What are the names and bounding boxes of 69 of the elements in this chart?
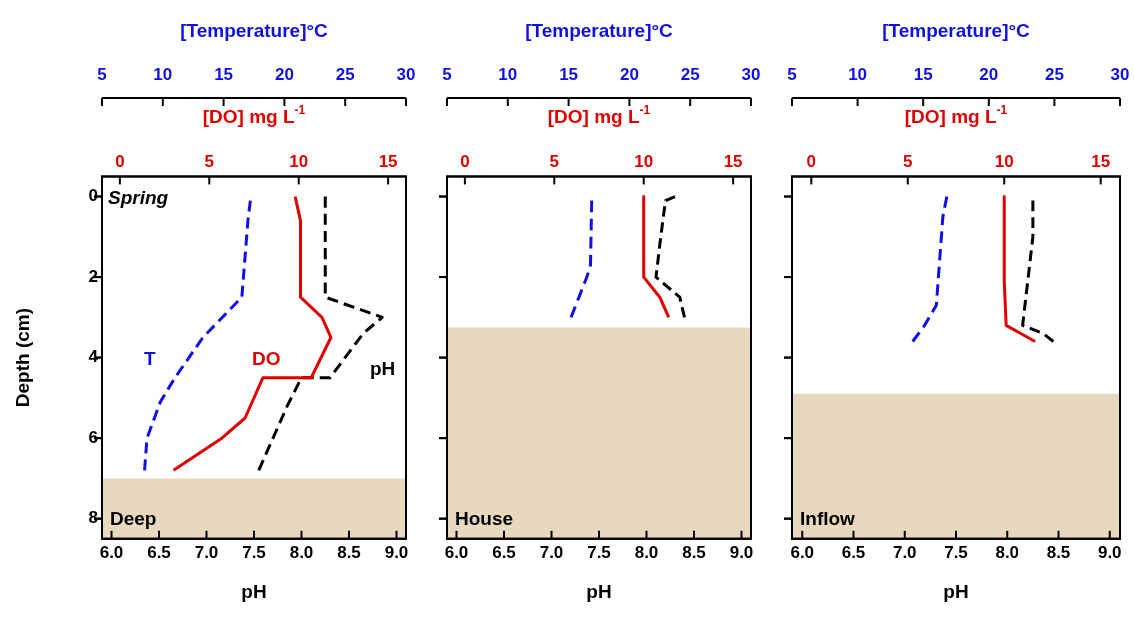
x2-tick-label: 15 (1091, 151, 1111, 171)
x-tick-label: 25 (1044, 65, 1064, 85)
x-tick-label: 8.0 (995, 542, 1020, 562)
x-tick-label: 20 (274, 65, 294, 85)
band-label: Deep (110, 507, 157, 529)
band-label: Inflow (800, 507, 856, 529)
x-tick-label: 6.0 (99, 542, 124, 562)
x-tick-label: 20 (619, 65, 639, 85)
x-axis-title: [Temperature]°C (882, 19, 1031, 41)
x-tick-label: 10 (498, 65, 518, 85)
x2-tick-label: 0 (460, 151, 470, 171)
x-tick-label: 6.0 (444, 542, 469, 562)
x-tick-label: 25 (335, 65, 355, 85)
x-axis-title: [Temperature]°C (180, 19, 329, 41)
x-tick-label: 15 (913, 65, 933, 85)
x-tick-label: 10 (153, 65, 173, 85)
x2-tick-label: 5 (549, 151, 560, 171)
x-tick-label: 7.5 (587, 542, 611, 562)
x2-tick-label: 10 (634, 151, 654, 171)
x-tick-label: 8.5 (1046, 542, 1071, 562)
annotation: Spring (108, 186, 169, 208)
x-tick-label: 25 (680, 65, 700, 85)
x-tick-label: 15 (559, 65, 579, 85)
x2-tick-label: 5 (204, 151, 215, 171)
x-tick-label: 8.0 (289, 542, 314, 562)
y-tick-label: 0 (88, 186, 98, 206)
x2-tick-label: 5 (903, 151, 913, 171)
x-tick-label: 6.5 (841, 542, 866, 562)
y-tick-label: 8 (88, 508, 98, 528)
x-axis-title: pH (241, 580, 267, 602)
x-tick-label: 9.0 (729, 542, 754, 562)
x-tick-label: 7.0 (194, 542, 219, 562)
x-tick-label: 7.5 (242, 542, 266, 562)
x-tick-label: 7.0 (539, 542, 564, 562)
x-tick-label: 7.0 (892, 542, 917, 562)
x-tick-label: 20 (979, 65, 999, 85)
x-tick-label: 5 (787, 65, 797, 85)
series-label: pH (370, 357, 396, 379)
x-tick-label: 6.0 (790, 542, 815, 562)
x-tick-label: 30 (741, 65, 761, 85)
series-label: T (144, 347, 156, 369)
y-tick-label: 4 (88, 347, 99, 367)
x-tick-label: 9.0 (1097, 542, 1122, 562)
x-tick-label: 7.5 (944, 542, 968, 562)
x-axis-title: pH (943, 580, 969, 602)
x-tick-label: 8.0 (634, 542, 659, 562)
x2-tick-label: 0 (806, 151, 817, 171)
band-label: House (455, 507, 514, 529)
x-axis-title: pH (586, 580, 612, 602)
x-tick-label: 5 (97, 65, 107, 85)
x-tick-label: 8.5 (337, 542, 361, 562)
x-tick-label: 9.0 (384, 542, 409, 562)
x-tick-label: 5 (442, 65, 452, 85)
x-tick-label: 15 (214, 65, 234, 85)
x-axis-title: [Temperature]°C (525, 19, 674, 41)
x2-tick-label: 15 (378, 151, 398, 171)
series-label: DO (252, 347, 281, 369)
x2-tick-label: 10 (994, 151, 1014, 171)
x-tick-label: 30 (1110, 65, 1130, 85)
x-tick-label: 10 (848, 65, 868, 85)
y-axis-title: Depth (cm) (11, 307, 33, 408)
x-tick-label: 6.5 (492, 542, 516, 562)
x-tick-label: 6.5 (147, 542, 171, 562)
y-tick-label: 2 (88, 266, 98, 286)
x2-tick-label: 10 (289, 151, 309, 171)
x2-tick-label: 15 (723, 151, 743, 171)
x-tick-label: 8.5 (682, 542, 706, 562)
x2-tick-label: 0 (115, 151, 125, 171)
x-tick-label: 30 (396, 65, 416, 85)
